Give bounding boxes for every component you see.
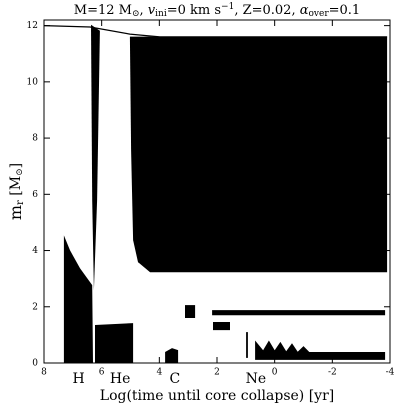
title-part: ⊙ bbox=[132, 9, 140, 19]
chart-title: M=12 M⊙, vini=0 km s−1, Z=0.02, αover=0.… bbox=[74, 2, 360, 19]
title-part: , bbox=[140, 3, 148, 18]
x-tick-label: -4 bbox=[386, 368, 395, 378]
y-tick-label: 6 bbox=[32, 190, 38, 200]
mass-line bbox=[43, 25, 388, 38]
y-label-part: r bbox=[15, 200, 26, 205]
y-tick-label: 8 bbox=[32, 134, 38, 144]
convective-region bbox=[246, 332, 248, 358]
x-axis-label: Log(time until core collapse) [yr] bbox=[100, 388, 334, 404]
phase-label: He bbox=[110, 371, 131, 387]
convective-region bbox=[185, 305, 196, 318]
title-part: ini bbox=[155, 9, 167, 19]
y-label-part: ⊙ bbox=[15, 168, 25, 176]
y-tick-label: 4 bbox=[32, 246, 38, 256]
title-part: =0 km s bbox=[167, 3, 221, 18]
x-tick-label: 6 bbox=[99, 368, 105, 378]
title-part: over bbox=[309, 9, 330, 19]
convective-region bbox=[255, 340, 386, 360]
convective-region bbox=[212, 310, 386, 316]
convective-region bbox=[165, 348, 179, 363]
phase-label: H bbox=[72, 371, 84, 387]
x-tick-label: 0 bbox=[272, 368, 278, 378]
y-label-part: [M bbox=[8, 176, 24, 200]
y-tick-label: 2 bbox=[32, 302, 38, 312]
title-part: M=12 M bbox=[74, 3, 132, 18]
x-tick-label: 8 bbox=[41, 368, 47, 378]
x-tick-label: -2 bbox=[328, 368, 337, 378]
title-part: , Z=0.02, bbox=[234, 3, 299, 18]
y-tick-label: 12 bbox=[27, 21, 38, 31]
y-label-part: ] bbox=[8, 163, 24, 168]
convective-region bbox=[129, 36, 388, 273]
phase-label: C bbox=[170, 371, 181, 387]
title-part: =0.1 bbox=[329, 3, 361, 18]
phase-label: Ne bbox=[246, 371, 267, 387]
title-part: −1 bbox=[221, 2, 234, 12]
y-label-part: m bbox=[6, 205, 25, 220]
title-part: α bbox=[300, 3, 309, 18]
title-part: v bbox=[148, 3, 156, 18]
y-tick-label: 10 bbox=[27, 77, 39, 87]
convective-region bbox=[213, 322, 230, 331]
y-tick-label: 0 bbox=[32, 359, 38, 369]
y-axis-label: mr [M⊙] bbox=[6, 163, 26, 220]
x-tick-label: 2 bbox=[214, 368, 220, 378]
convective-region bbox=[63, 235, 93, 363]
x-tick-label: 4 bbox=[156, 368, 162, 378]
convective-region bbox=[95, 323, 134, 363]
convective-region bbox=[91, 24, 100, 291]
